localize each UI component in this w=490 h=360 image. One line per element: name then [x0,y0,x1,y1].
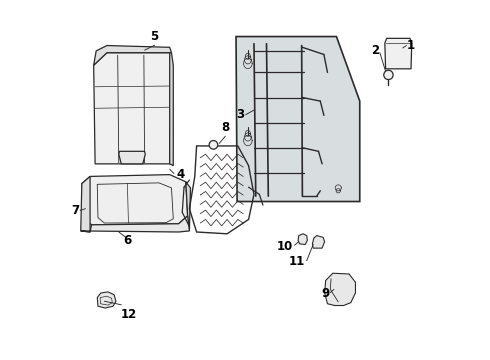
Text: 8: 8 [221,121,229,134]
Text: 1: 1 [407,39,415,52]
Polygon shape [94,45,172,65]
Polygon shape [82,175,188,225]
Circle shape [384,70,393,80]
Polygon shape [298,234,307,244]
Text: 3: 3 [236,108,245,121]
Text: 4: 4 [176,168,184,181]
Text: 9: 9 [321,287,329,300]
Polygon shape [313,235,324,248]
Polygon shape [81,216,190,232]
Text: 12: 12 [121,308,137,321]
Text: 2: 2 [371,44,379,57]
Text: 5: 5 [150,30,159,43]
Polygon shape [186,182,191,231]
Text: 10: 10 [277,240,293,253]
Text: 6: 6 [123,234,132,247]
Polygon shape [385,39,412,69]
Polygon shape [170,53,173,166]
Circle shape [209,140,218,149]
Polygon shape [94,53,172,164]
Polygon shape [81,176,90,232]
Polygon shape [324,273,355,306]
Polygon shape [236,37,360,202]
Polygon shape [119,151,146,164]
Text: 7: 7 [72,204,80,217]
Text: 11: 11 [289,255,305,268]
Polygon shape [97,292,116,308]
